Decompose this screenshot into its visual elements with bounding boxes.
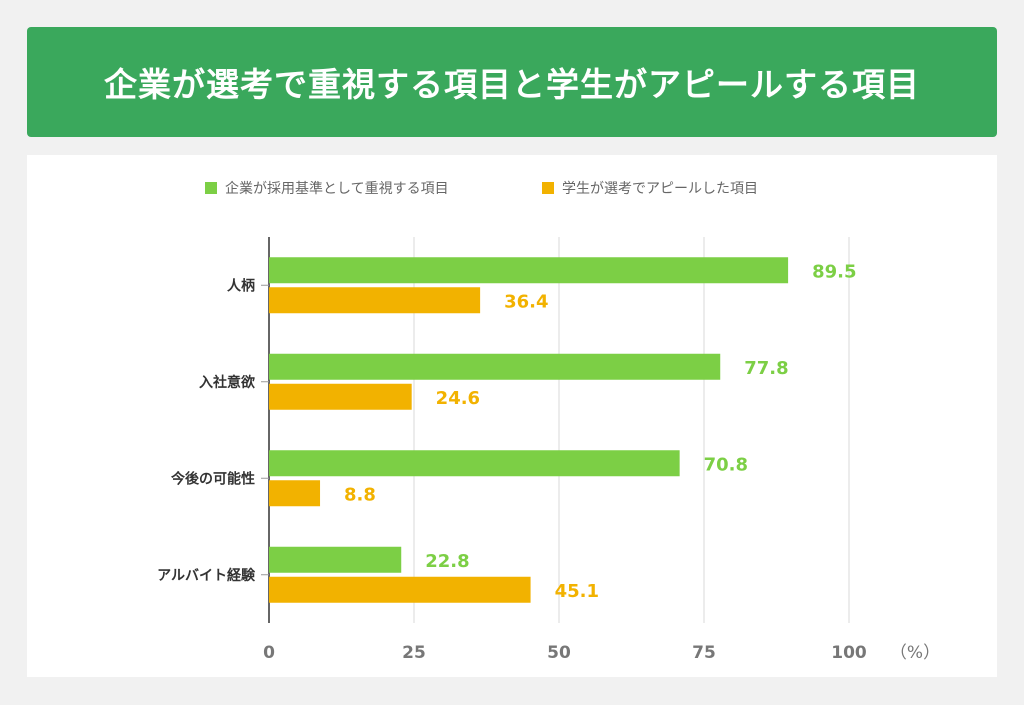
bar (269, 383, 412, 410)
x-unit-label: （%） (890, 643, 940, 663)
x-tick-label: 100 (831, 643, 867, 663)
bar (269, 353, 721, 380)
legend-swatch (542, 182, 554, 194)
category-label: 今後の可能性 (170, 470, 255, 487)
category-label: 入社意欲 (199, 374, 255, 391)
x-tick-label: 0 (263, 643, 275, 663)
data-label: 45.1 (555, 581, 599, 602)
x-tick-label: 25 (402, 643, 426, 663)
data-label: 24.6 (436, 388, 480, 409)
bar (269, 546, 402, 573)
legend-label: 企業が採用基準として重視する項目 (225, 180, 449, 197)
category-label: 人柄 (227, 277, 255, 294)
data-label: 36.4 (504, 291, 548, 312)
bar (269, 257, 789, 284)
bar-chart: 0 25 50 75 100 （%） 企業が採用基準として重視する項目 学生が選考でアピールし… (157, 180, 940, 663)
data-label: 77.8 (744, 358, 788, 379)
title-banner: 企業が選考で重視する項目と学生がアピールする項目 (27, 27, 997, 137)
bar (269, 576, 531, 603)
bar (269, 450, 680, 477)
legend-swatch (205, 182, 217, 194)
data-label: 8.8 (344, 484, 376, 505)
page-title: 企業が選考で重視する項目と学生がアピールする項目 (104, 65, 920, 104)
category-label: アルバイト経験 (157, 567, 256, 584)
bar (269, 480, 321, 507)
data-label: 22.8 (425, 551, 469, 572)
legend-label: 学生が選考でアピールした項目 (562, 181, 758, 197)
data-label: 89.5 (812, 261, 856, 282)
chart-panel: 0 25 50 75 100 （%） 企業が採用基準として重視する項目 学生が選考でアピールし… (27, 155, 997, 677)
data-label: 70.8 (704, 454, 748, 475)
x-tick-label: 75 (692, 643, 716, 663)
x-tick-label: 50 (547, 643, 571, 663)
bar (269, 287, 481, 314)
